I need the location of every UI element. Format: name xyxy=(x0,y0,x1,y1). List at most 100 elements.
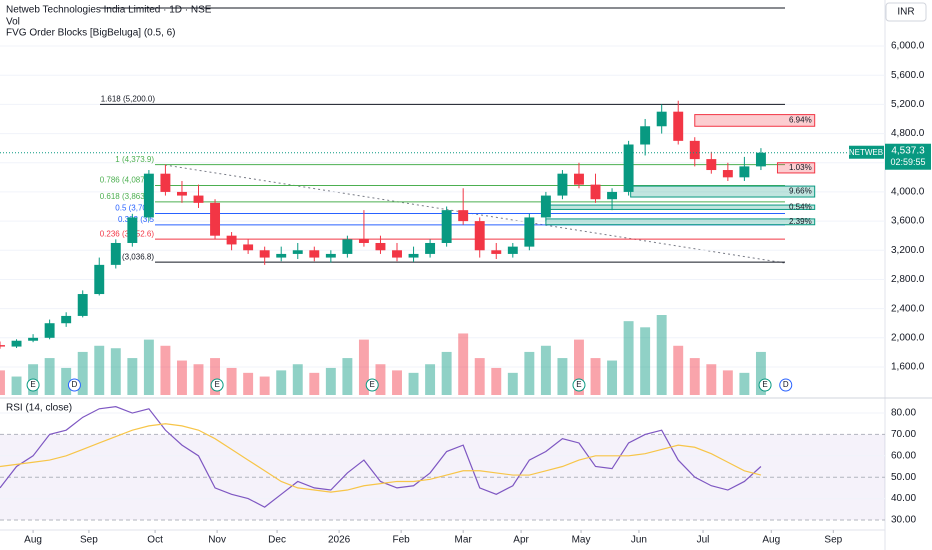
currency-button[interactable] xyxy=(885,2,927,22)
fib-label: 0.786 (4,087.8) xyxy=(100,176,155,185)
x-tick-label: Jul xyxy=(697,535,710,546)
volume-bar xyxy=(408,372,419,395)
volume-bar xyxy=(689,358,700,395)
rsi-tick-label: 80.00 xyxy=(891,408,916,419)
volume-bar xyxy=(557,358,568,395)
event-label: E xyxy=(762,380,767,389)
fvg-label: 2.39% xyxy=(789,217,812,226)
candle-body xyxy=(755,152,766,167)
event-label: E xyxy=(576,380,581,389)
candle-body xyxy=(325,253,336,258)
candle-body xyxy=(507,246,518,254)
volume-bar xyxy=(77,351,88,395)
candle-body xyxy=(160,173,171,192)
plot: 1.618 (5,200.0) 1 (4,373.9) 0.786 (4,087.8… xyxy=(0,45,885,546)
chart-title: Netweb Technologies India Limited · 1D ·… xyxy=(6,5,212,16)
event-badge xyxy=(365,378,379,392)
candle-body xyxy=(177,191,187,196)
fib-label: 0.618 (3,863.1) xyxy=(100,192,155,201)
volume-bar xyxy=(755,351,766,395)
currency[interactable]: INR xyxy=(897,7,914,18)
fib-label: 0 (3,036.8) xyxy=(115,252,154,261)
x-tick-label: Aug xyxy=(24,535,42,546)
candle-body xyxy=(94,264,105,295)
symbol: NETWEB xyxy=(849,148,883,157)
countdown: 02:59:55 xyxy=(890,157,925,167)
volume-bar xyxy=(94,345,105,395)
candle-body xyxy=(623,144,634,192)
volume-bar xyxy=(127,358,138,395)
volume-bar xyxy=(143,339,154,395)
candle-body xyxy=(11,340,22,347)
volume-bar xyxy=(524,351,535,395)
volume-bar xyxy=(259,376,270,395)
x-tick-label: Dec xyxy=(268,535,286,546)
volume-bar xyxy=(623,321,634,395)
event-label: D xyxy=(72,380,78,389)
candle-body xyxy=(656,111,667,127)
fvg-box xyxy=(776,162,816,174)
fib-label: 0.236 (3,352.6) xyxy=(100,229,155,238)
candle-body xyxy=(540,195,551,218)
volume-bar xyxy=(160,345,171,395)
volume-bar xyxy=(243,372,254,395)
x-tick-label: Oct xyxy=(147,535,163,546)
volume-bar xyxy=(491,367,502,395)
volume-bar xyxy=(210,358,221,395)
candle-body xyxy=(640,126,651,145)
y-tick-label: 4,800.0 xyxy=(891,128,925,139)
fvg-box xyxy=(694,114,816,127)
candle-body xyxy=(243,244,254,251)
candle-body xyxy=(689,140,700,160)
x-tick-label: Nov xyxy=(208,535,226,546)
candle-body xyxy=(226,235,237,245)
event-label: E xyxy=(30,380,35,389)
candle-body xyxy=(590,184,601,200)
x-tick-label: Mar xyxy=(455,535,473,546)
event-badge xyxy=(67,378,81,392)
volume-bar xyxy=(110,348,121,395)
event-badge xyxy=(572,378,586,392)
volume-bar xyxy=(425,364,436,395)
rsi-tick-label: 70.00 xyxy=(891,429,916,440)
volume-bar xyxy=(292,364,303,395)
candle-body xyxy=(392,250,402,258)
fvg-box xyxy=(545,204,816,210)
candle-body xyxy=(127,217,138,243)
rsi-tick-label: 60.00 xyxy=(891,450,916,461)
y-tick-label: 5,600.0 xyxy=(891,70,925,81)
candle-body xyxy=(61,315,72,324)
event-badge xyxy=(779,378,793,392)
fvg-label: 0.54% xyxy=(789,202,812,211)
volume-bar xyxy=(309,372,320,395)
x-tick-label: Aug xyxy=(762,535,780,546)
x-tick-label: Sep xyxy=(80,535,98,546)
candle-body xyxy=(425,242,436,254)
rsi-tick-label: 40.00 xyxy=(891,493,916,504)
volume-bar xyxy=(44,358,55,395)
volume-bar xyxy=(722,370,733,395)
volume-bar xyxy=(574,339,584,395)
y-tick-label: 3,200.0 xyxy=(891,245,925,256)
volume-bar xyxy=(474,358,485,395)
y-tick-label: 6,000.0 xyxy=(891,41,925,52)
fib-label: 1.618 (5,200.0) xyxy=(101,94,156,103)
y-tick-label: 2,800.0 xyxy=(891,274,925,285)
indicator-label: FVG Order Blocks [BigBeluga] (0.5, 6) xyxy=(6,28,176,39)
candle-body xyxy=(408,253,419,258)
volume-bar xyxy=(507,372,518,395)
volume-bar xyxy=(590,358,601,395)
event-badge xyxy=(26,378,40,392)
event-badge xyxy=(758,378,772,392)
rsi-tick-label: 30.00 xyxy=(891,515,916,526)
rsi-tick-label: 50.00 xyxy=(891,472,916,483)
candle-body xyxy=(259,250,270,258)
event-badge xyxy=(210,378,224,392)
candle-body xyxy=(574,173,584,185)
volume-bar xyxy=(607,360,618,395)
rsi-line xyxy=(0,423,762,493)
event-label: E xyxy=(214,380,219,389)
candle-body xyxy=(77,294,88,316)
